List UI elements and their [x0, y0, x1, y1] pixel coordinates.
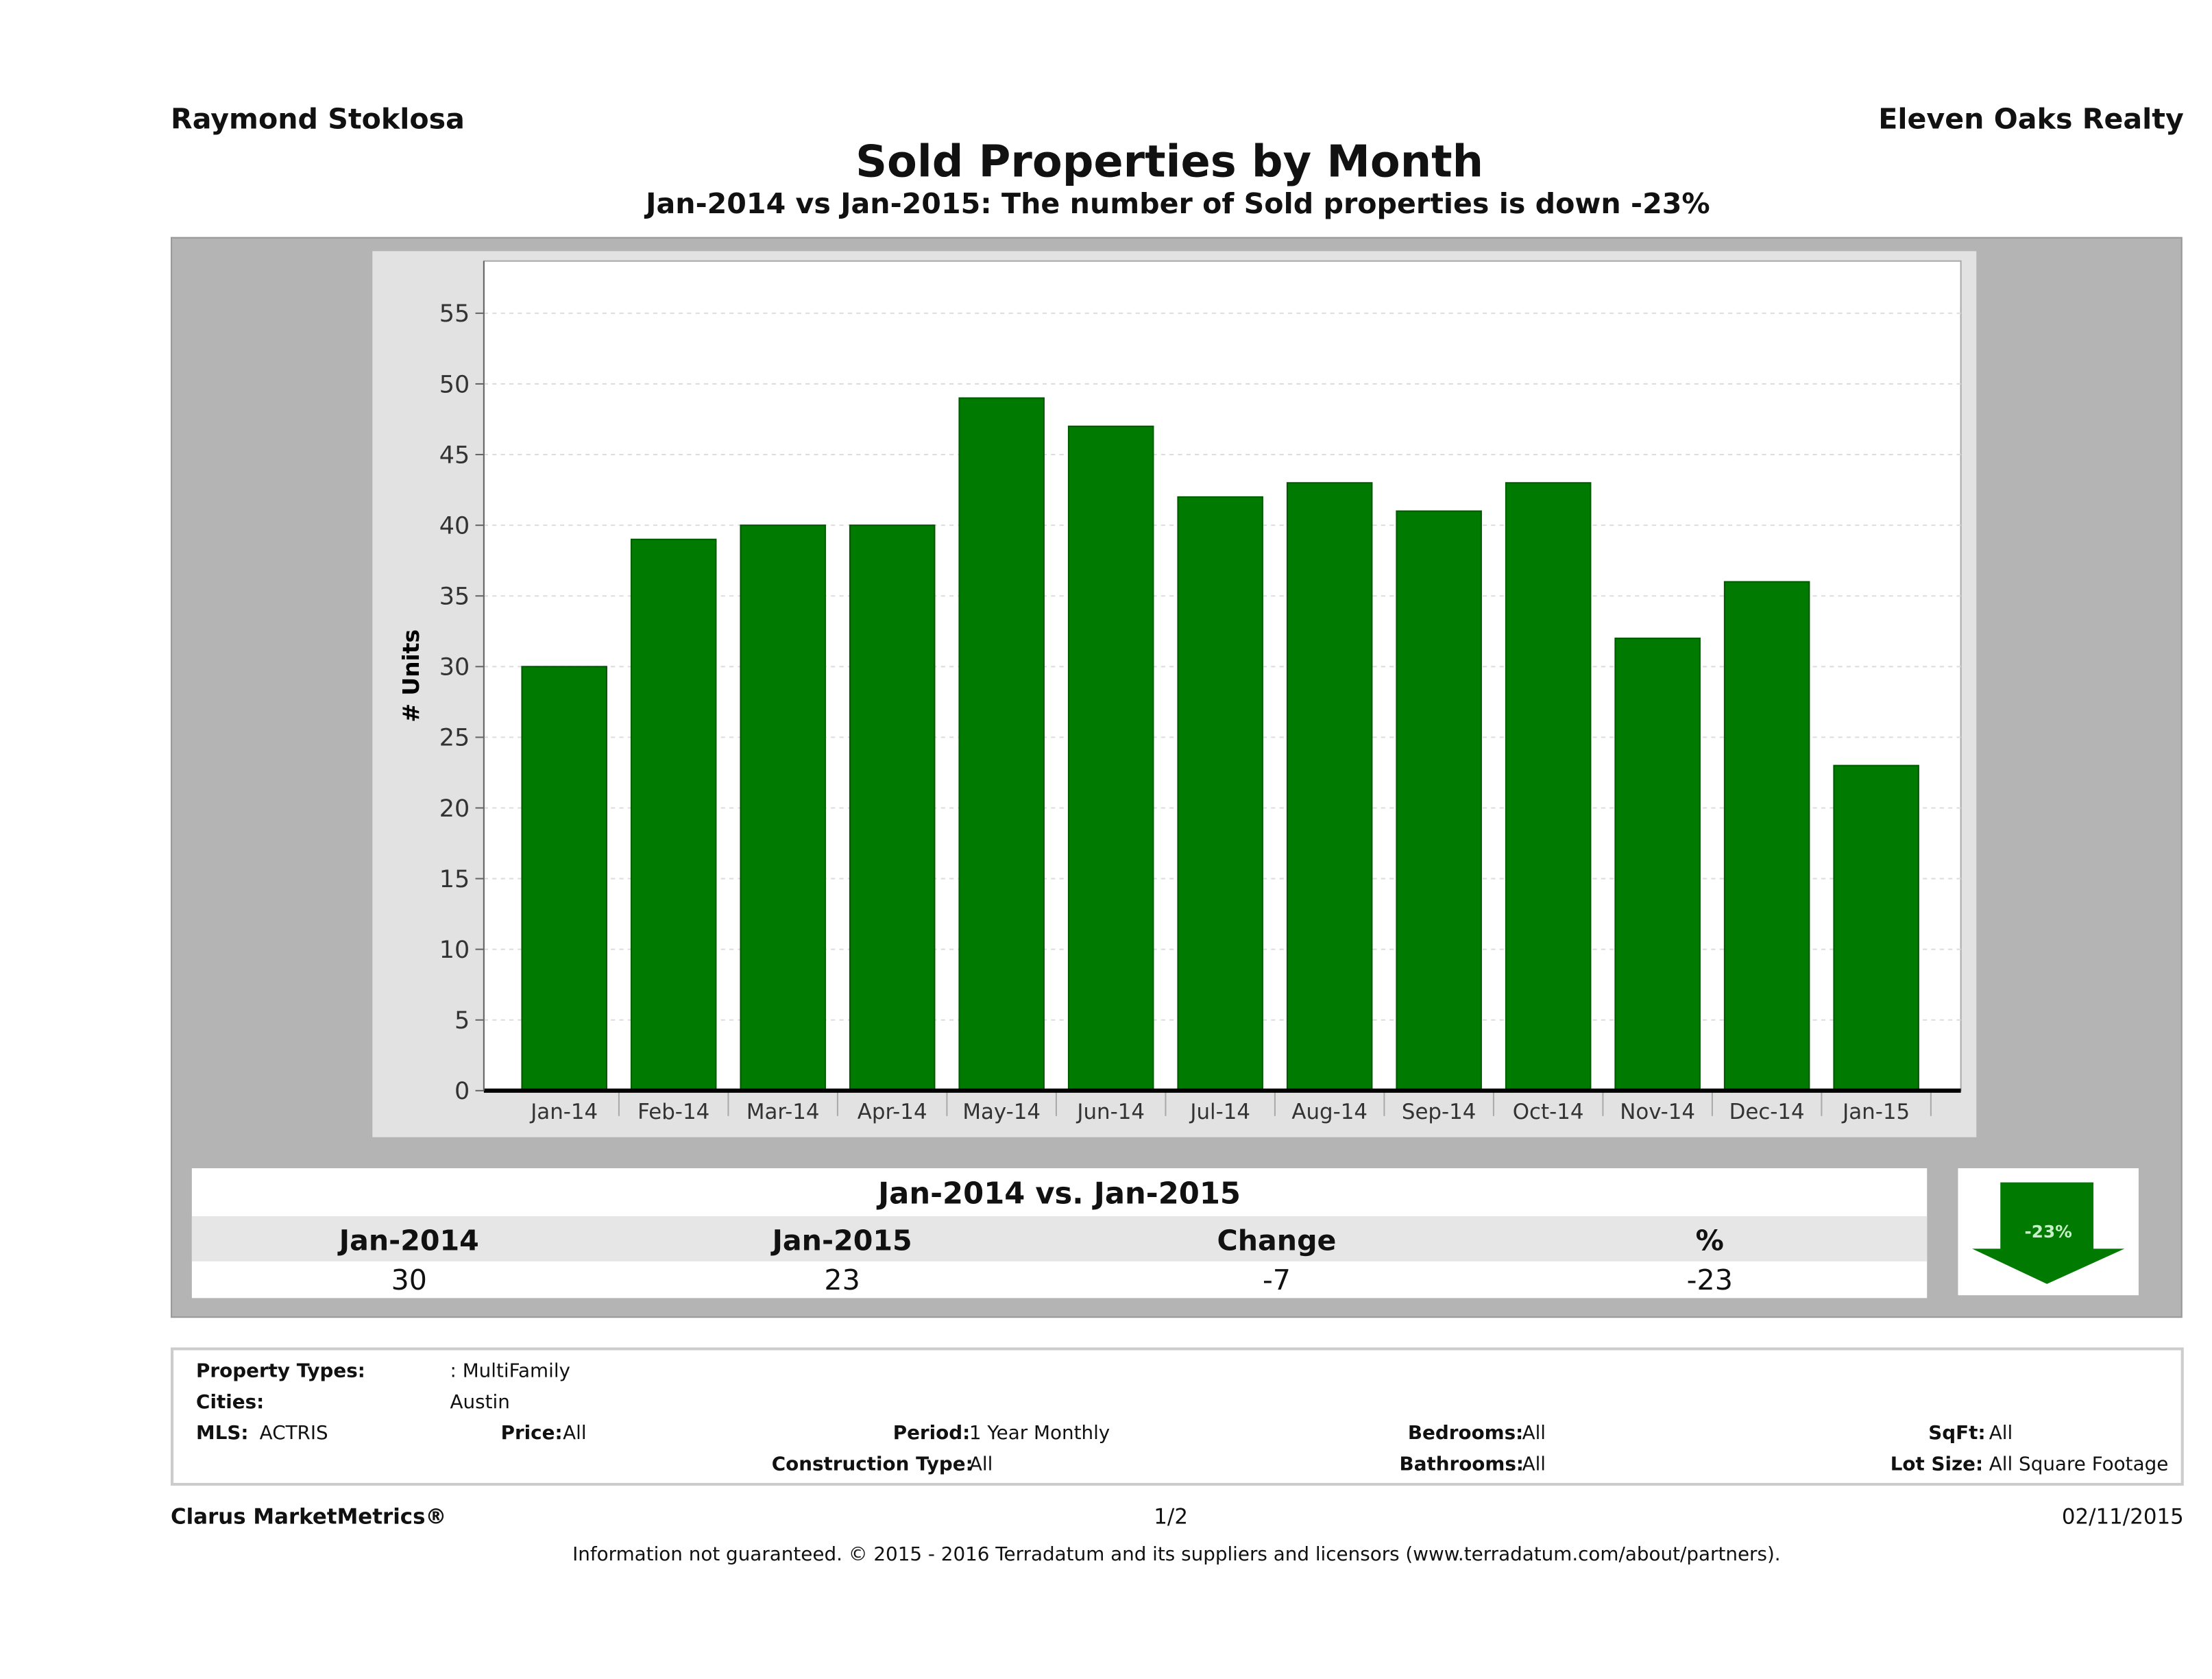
y-axis-label: # Units [398, 629, 424, 723]
disclaimer: Information not guaranteed. © 2015 - 201… [572, 1543, 1781, 1567]
y-tick-label: 5 [454, 1007, 470, 1035]
y-tick-label: 15 [439, 866, 470, 893]
mls-label: MLS: [196, 1422, 249, 1445]
sqft-value: All [1989, 1422, 2013, 1445]
page-number: 1/2 [1154, 1503, 1188, 1530]
x-tick-label: Apr-14 [858, 1100, 927, 1124]
sqft-label: SqFt: [1928, 1422, 1986, 1445]
comparison-title: Jan-2014 vs. Jan-2015 [878, 1176, 1241, 1211]
chart-title: Sold Properties by Month [855, 136, 1484, 188]
x-tick-label: Jul-14 [1189, 1100, 1250, 1124]
y-tick-label: 25 [439, 725, 470, 752]
x-tick-label: Jan-15 [1841, 1100, 1910, 1124]
change-badge-label: -23% [2024, 1222, 2072, 1242]
x-tick-label: Feb-14 [637, 1100, 709, 1124]
bar-Feb-14 [630, 538, 717, 1091]
cities-label: Cities: [196, 1391, 265, 1414]
y-tick-label: 40 [439, 512, 470, 540]
x-tick-label: Jan-14 [529, 1100, 598, 1124]
header-change: Change [1217, 1223, 1337, 1257]
y-tick-label: 55 [439, 300, 470, 328]
bar-Aug-14 [1286, 482, 1373, 1091]
x-tick-label: Dec-14 [1729, 1100, 1805, 1124]
cities-value: Austin [450, 1391, 510, 1414]
bar-Mar-14 [740, 524, 826, 1091]
brokerage-name: Eleven Oaks Realty [1878, 101, 2184, 136]
bar-chart: 0 5 10 15 20 25 30 35 40 45 50 55 # Units Jan-14 Feb-1… [398, 260, 1962, 1124]
footer-brand: Clarus MarketMetrics® [171, 1503, 447, 1530]
bedrooms-label: Bedrooms: [1407, 1422, 1524, 1445]
construction-label: Construction Type: [771, 1453, 973, 1476]
chart-subtitle: Jan-2014 vs Jan-2015: The number of Sold… [646, 186, 1710, 221]
value-percent: -23 [1686, 1262, 1733, 1297]
comparison-table: Jan-2014 vs. Jan-2015 Jan-2014 Jan-2015 … [191, 1168, 1928, 1298]
y-tick-label: 0 [454, 1078, 470, 1105]
x-tick-label: Sep-14 [1402, 1100, 1476, 1124]
comparison-value-row: 30 23 -7 -23 [192, 1261, 1927, 1298]
change-badge: -23% [1958, 1168, 2139, 1296]
lot-size-value: All Square Footage [1989, 1453, 2169, 1476]
period-label: Period: [892, 1422, 971, 1445]
bar-Dec-14 [1723, 581, 1810, 1091]
mls-value: ACTRIS [259, 1422, 328, 1445]
x-tick-label: Aug-14 [1291, 1100, 1368, 1124]
bar-Jan-14 [521, 666, 607, 1091]
header-jan-2015: Jan-2015 [772, 1223, 912, 1257]
bar-May-14 [958, 397, 1045, 1091]
bar-Nov-14 [1614, 638, 1701, 1091]
bedrooms-value: All [1522, 1422, 1546, 1445]
bar-Jun-14 [1067, 425, 1154, 1091]
y-tick-label: 10 [439, 937, 470, 964]
y-tick-label: 35 [439, 583, 470, 611]
x-tick-label: Oct-14 [1513, 1100, 1584, 1124]
y-tick-label: 20 [439, 795, 470, 823]
header-jan-2014: Jan-2014 [339, 1223, 479, 1257]
bathrooms-value: All [1522, 1453, 1546, 1476]
x-tick-label: Jun-14 [1075, 1100, 1145, 1124]
bar-Jul-14 [1177, 496, 1263, 1091]
x-tick-label: May-14 [962, 1100, 1041, 1124]
header-percent: % [1695, 1223, 1724, 1257]
y-tick-label: 45 [439, 442, 470, 469]
property-types-value: : MultiFamily [450, 1360, 571, 1383]
price-value: All [563, 1422, 587, 1445]
construction-value: All [969, 1453, 993, 1476]
agent-name: Raymond Stoklosa [171, 101, 465, 136]
property-types-label: Property Types: [196, 1360, 365, 1383]
period-value: 1 Year Monthly [969, 1422, 1110, 1445]
y-tick-label: 30 [439, 654, 470, 681]
value-jan-2014: 30 [391, 1262, 427, 1297]
bar-Jan-15 [1833, 764, 1919, 1091]
filter-summary: Property Types: : MultiFamily Cities: Au… [171, 1347, 2184, 1486]
report-date: 02/11/2015 [2061, 1503, 2184, 1530]
bathrooms-label: Bathrooms: [1399, 1453, 1524, 1476]
value-change: -7 [1262, 1262, 1291, 1297]
down-arrow-icon [1972, 1182, 2125, 1284]
price-label: Price: [500, 1422, 563, 1445]
lot-size-label: Lot Size: [1890, 1453, 1984, 1476]
x-tick-label: Nov-14 [1620, 1100, 1695, 1124]
x-tick-label: Mar-14 [746, 1100, 820, 1124]
bar-Sep-14 [1396, 510, 1482, 1091]
bar-Apr-14 [849, 524, 936, 1091]
y-tick-label: 50 [439, 371, 470, 398]
value-jan-2015: 23 [824, 1262, 860, 1297]
comparison-header-row: Jan-2014 Jan-2015 Change % [191, 1216, 1928, 1261]
bar-Oct-14 [1505, 482, 1592, 1091]
